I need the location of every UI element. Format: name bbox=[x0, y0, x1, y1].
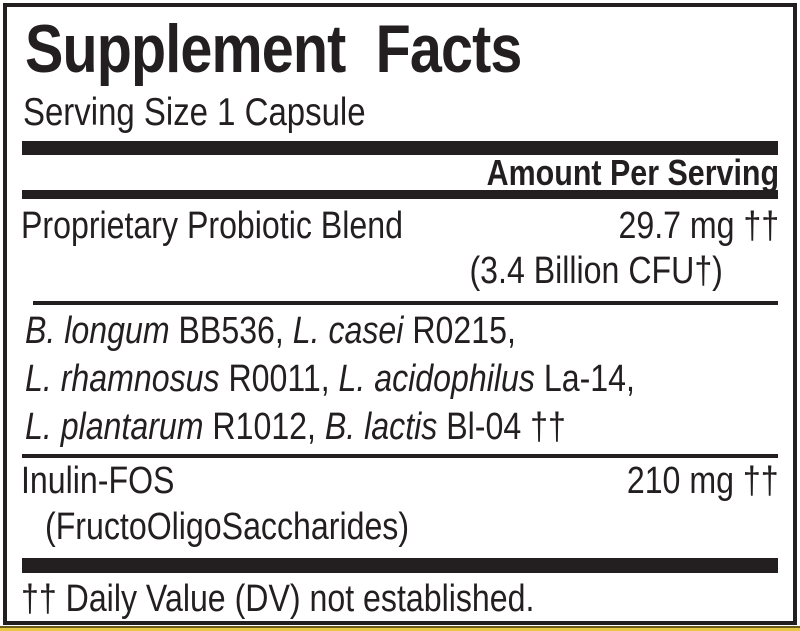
serving-size-label: Serving Size 1 Capsule bbox=[23, 91, 366, 134]
panel-content: Supplement Facts Serving Size 1 Capsule … bbox=[7, 7, 793, 621]
strain-list-line-text: B. longum BB536, L. casei R0215, bbox=[25, 307, 516, 355]
ingredient-amount-inulin: 210 mg †† bbox=[627, 460, 779, 502]
strain-code: La-14, bbox=[534, 358, 635, 400]
strain-code: R0215, bbox=[403, 310, 516, 352]
strain-list-line: B. longum BB536, L. casei R0215, bbox=[25, 307, 791, 355]
strain-species-name: L. rhamnosus bbox=[25, 358, 220, 400]
strain-species-name: L. acidophilus bbox=[338, 358, 535, 400]
ingredient-name-blend: Proprietary Probiotic Blend bbox=[21, 205, 403, 247]
divider-medium bbox=[22, 190, 778, 199]
ingredient-name-inulin: Inulin-FOS bbox=[21, 460, 175, 502]
strain-code: BB536, bbox=[169, 310, 293, 352]
strain-species-name: B. lactis bbox=[324, 406, 438, 448]
divider-thick-footnote bbox=[22, 558, 778, 573]
strain-list-line: L. rhamnosus R0011, L. acidophilus La-14… bbox=[25, 355, 791, 403]
divider-thick-top bbox=[22, 141, 778, 155]
divider-thin-strains bbox=[33, 301, 778, 305]
ingredient-amount-blend: 29.7 mg †† bbox=[618, 205, 779, 247]
strain-code: Bl-04 †† bbox=[437, 406, 566, 448]
strain-code: R1012, bbox=[203, 406, 325, 448]
amount-per-serving-row: Amount Per Serving bbox=[7, 155, 793, 191]
strain-species-name: L. plantarum bbox=[25, 406, 204, 448]
strain-species-name: B. longum bbox=[25, 310, 170, 352]
ingredient-subline-inulin: (FructoOligoSaccharides) bbox=[45, 506, 410, 548]
panel-title-row: Supplement Facts bbox=[7, 9, 793, 89]
divider-thin-inulin bbox=[22, 454, 778, 458]
ingredient-subline-blend-row: (3.4 Billion CFU†) bbox=[7, 250, 793, 292]
ingredient-row-blend: Proprietary Probiotic Blend 29.7 mg †† bbox=[7, 205, 793, 247]
amount-per-serving-header: Amount Per Serving bbox=[486, 152, 779, 193]
strain-code: R0011, bbox=[219, 358, 339, 400]
ingredient-row-inulin: Inulin-FOS 210 mg †† bbox=[7, 460, 793, 502]
panel-border bbox=[3, 3, 797, 625]
ingredient-subline-inulin-row: (FructoOligoSaccharides) bbox=[7, 505, 793, 549]
strain-list-line: L. plantarum R1012, B. lactis Bl-04 †† bbox=[25, 403, 791, 451]
bottom-edge-accent bbox=[0, 628, 800, 631]
daily-value-footnote: †† Daily Value (DV) not established. bbox=[21, 578, 535, 620]
bottom-edge-shadow bbox=[0, 626, 800, 628]
serving-size-row: Serving Size 1 Capsule bbox=[7, 91, 793, 135]
page-title: Supplement Facts bbox=[25, 11, 522, 87]
strain-list-line-text: L. plantarum R1012, B. lactis Bl-04 †† bbox=[25, 403, 566, 451]
ingredient-subline-blend: (3.4 Billion CFU†) bbox=[469, 250, 723, 292]
strain-list-line-text: L. rhamnosus R0011, L. acidophilus La-14… bbox=[25, 355, 635, 403]
footnote-row: †† Daily Value (DV) not established. bbox=[7, 577, 793, 621]
strain-species-name: L. casei bbox=[292, 310, 404, 352]
